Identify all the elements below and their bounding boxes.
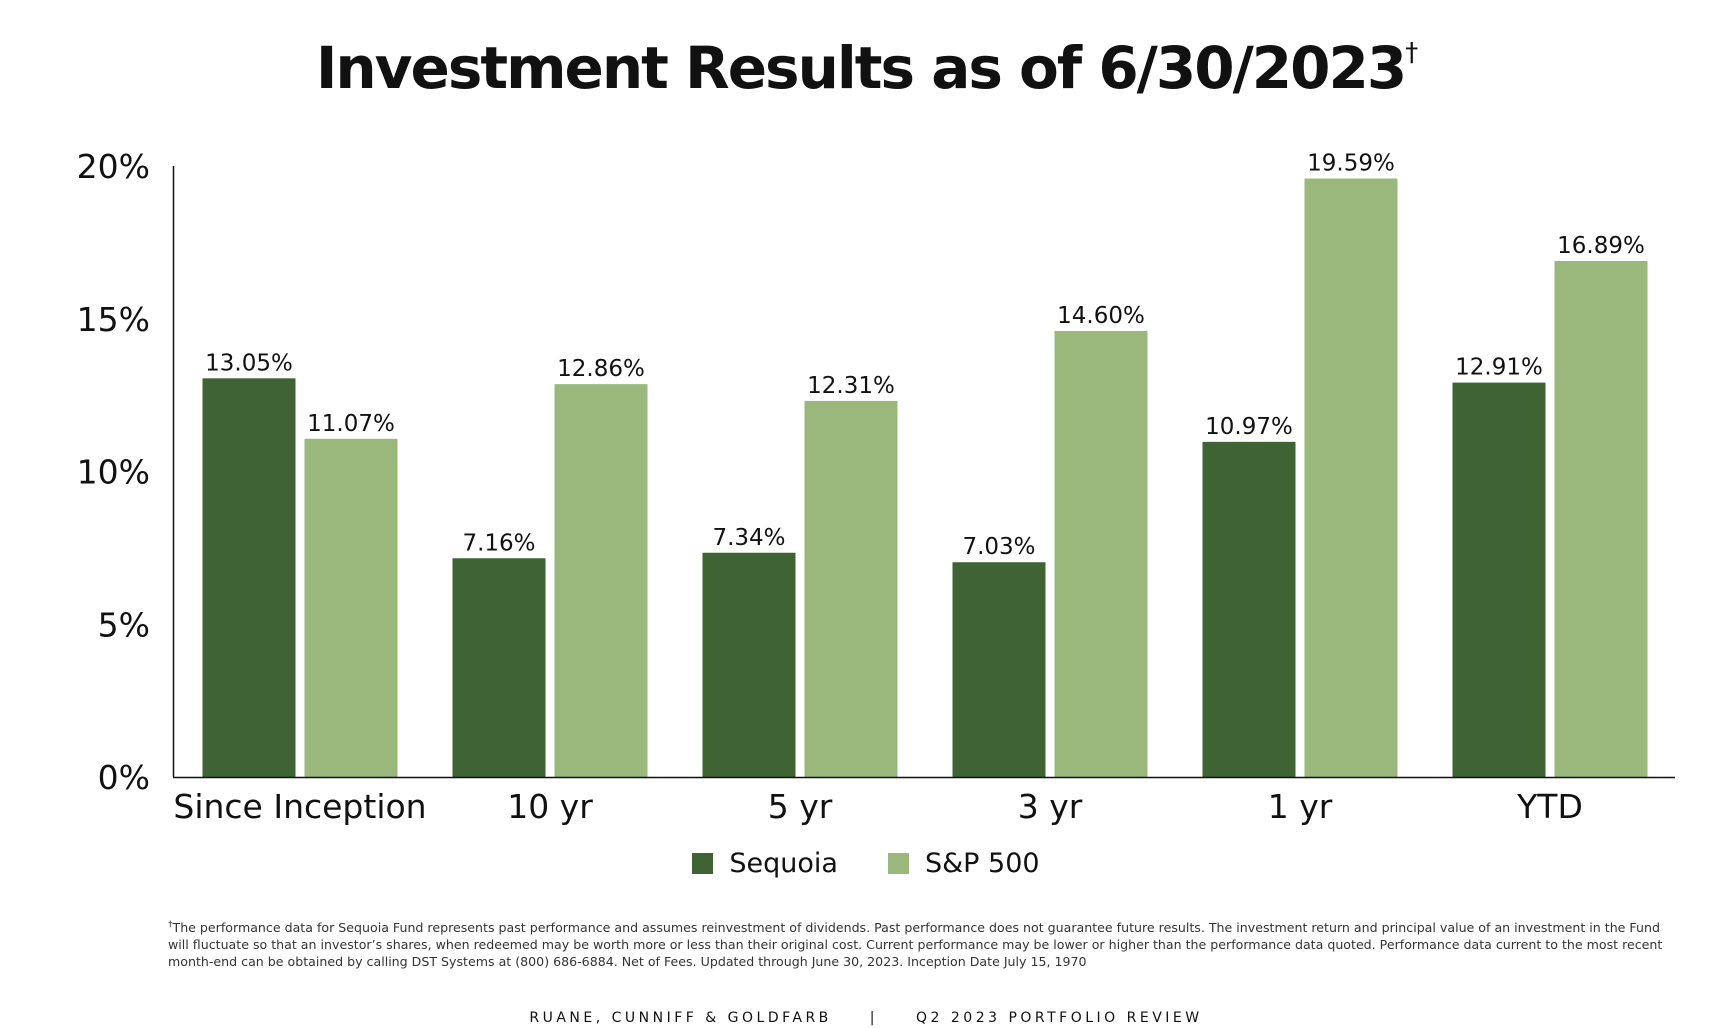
bar-sequoia — [202, 378, 296, 777]
footer-report: Q2 2023 PORTFOLIO REVIEW — [916, 1010, 1203, 1026]
chart-title: Investment Results as of 6/30/2023† — [0, 34, 1732, 102]
bar-sp500 — [554, 384, 648, 777]
bar-sequoia — [952, 562, 1046, 777]
bar-sequoia — [1452, 382, 1546, 777]
data-label: 11.07% — [307, 411, 395, 437]
data-labels: 13.05% 11.07% 7.16% 12.86% 7.34% 12.31% 7.03% 1… — [205, 151, 1645, 561]
data-label: 13.05% — [205, 350, 293, 376]
footer-company: RUANE, CUNNIFF & GOLDFARB — [529, 1010, 832, 1026]
x-category-label: 3 yr — [1018, 787, 1083, 826]
footnote-mark: † — [168, 920, 173, 930]
legend-item-sequoia: Sequoia — [692, 848, 838, 879]
footer-separator: | — [869, 1010, 878, 1026]
footnote-text: The performance data for Sequoia Fund re… — [168, 920, 1663, 970]
legend-item-sp500: S&P 500 — [887, 848, 1040, 879]
y-axis-ticks: 0% 5% 10% 15% 20% — [77, 147, 150, 797]
x-category-label: Since Inception — [173, 787, 426, 826]
legend: Sequoia S&P 500 — [0, 848, 1732, 879]
data-label: 12.91% — [1455, 355, 1543, 381]
y-tick-label: 0% — [98, 758, 150, 797]
y-tick-label: 20% — [77, 147, 150, 186]
footnote: †The performance data for Sequoia Fund r… — [168, 917, 1678, 970]
x-category-label: YTD — [1516, 787, 1583, 826]
bar-sp500 — [304, 438, 398, 777]
data-label: 10.97% — [1205, 414, 1293, 440]
data-label: 7.34% — [712, 525, 785, 551]
y-tick-label: 5% — [98, 605, 150, 644]
data-label: 14.60% — [1057, 303, 1145, 329]
data-label: 19.59% — [1307, 151, 1395, 177]
legend-swatch-sequoia — [692, 853, 714, 874]
bar-sequoia — [452, 558, 546, 777]
bar-sp500 — [804, 400, 898, 777]
x-category-label: 5 yr — [768, 787, 833, 826]
category-labels: Since Inception 10 yr 5 yr 3 yr 1 yr YTD — [173, 787, 1582, 826]
data-label: 12.86% — [557, 356, 645, 382]
bar-sequoia — [1202, 441, 1296, 777]
bars — [202, 178, 1648, 777]
legend-label-sequoia: Sequoia — [729, 848, 838, 879]
footer: RUANE, CUNNIFF & GOLDFARB | Q2 2023 PORTFO… — [0, 1010, 1732, 1026]
data-label: 7.03% — [962, 534, 1035, 560]
title-footnote-mark: † — [1405, 38, 1418, 68]
x-category-label: 1 yr — [1268, 787, 1333, 826]
x-category-label: 10 yr — [507, 787, 593, 826]
bar-sp500 — [1554, 261, 1648, 777]
y-tick-label: 10% — [77, 453, 150, 492]
legend-label-sp500: S&P 500 — [924, 848, 1040, 879]
data-label: 12.31% — [807, 373, 895, 399]
legend-swatch-sp500 — [887, 853, 909, 874]
y-tick-label: 15% — [77, 300, 150, 339]
data-label: 16.89% — [1557, 233, 1645, 259]
data-label: 7.16% — [462, 530, 535, 556]
chart-title-text: Investment Results as of 6/30/2023 — [315, 34, 1407, 102]
bar-sp500 — [1304, 178, 1398, 777]
bar-sp500 — [1054, 330, 1148, 777]
bar-sequoia — [702, 552, 796, 777]
